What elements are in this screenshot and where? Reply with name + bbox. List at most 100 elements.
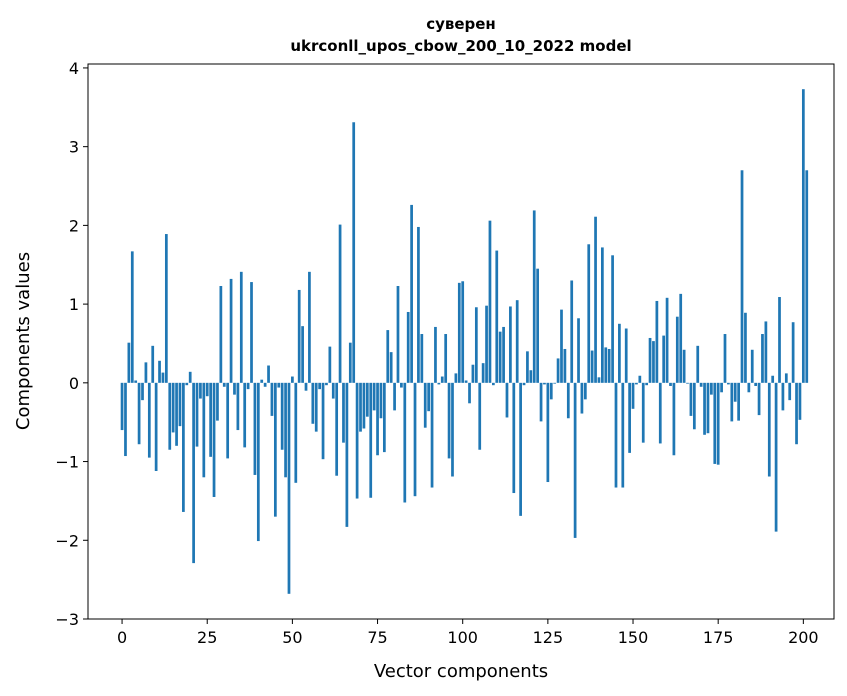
bar-150 <box>631 382 635 409</box>
bar-68 <box>352 122 356 383</box>
bar-113 <box>505 382 509 418</box>
bar-180 <box>733 382 737 402</box>
bar-146 <box>618 323 621 383</box>
bar-50 <box>291 376 294 383</box>
bar-177 <box>723 334 727 383</box>
bar-76 <box>379 382 383 419</box>
bar-28 <box>216 382 219 421</box>
bar-104 <box>474 307 478 383</box>
bar-112 <box>502 326 505 383</box>
x-tick-label: 50 <box>282 628 302 647</box>
bar-45 <box>273 382 277 517</box>
bar-38 <box>250 282 253 383</box>
bar-193 <box>778 297 781 383</box>
bar-189 <box>764 321 768 383</box>
x-tick-label: 100 <box>447 628 478 647</box>
bar-153 <box>641 382 645 443</box>
bar-30 <box>222 382 226 387</box>
bar-13 <box>164 234 168 383</box>
bar-161 <box>669 382 672 386</box>
bar-4 <box>134 380 138 383</box>
bar-85 <box>410 204 413 383</box>
bar-196 <box>788 382 792 401</box>
bar-99 <box>457 282 461 383</box>
bar-147 <box>621 382 625 488</box>
bar-82 <box>400 382 403 388</box>
bar-148 <box>624 328 628 383</box>
bar-40 <box>256 382 260 542</box>
bar-52 <box>297 289 301 383</box>
bar-143 <box>607 348 611 383</box>
bar-17 <box>178 382 182 427</box>
bar-157 <box>655 300 659 383</box>
bar-95 <box>444 334 448 383</box>
bar-181 <box>737 382 740 421</box>
bar-47 <box>280 382 284 450</box>
bar-63 <box>335 382 339 476</box>
bar-64 <box>338 224 342 383</box>
bar-3 <box>130 251 134 383</box>
bar-178 <box>727 382 730 385</box>
bar-62 <box>331 382 335 399</box>
bar-166 <box>686 382 689 384</box>
bar-75 <box>376 382 379 456</box>
bar-35 <box>239 271 243 383</box>
x-tick-label: 150 <box>618 628 649 647</box>
bar-16 <box>175 382 178 446</box>
y-tick-label: −1 <box>55 453 79 472</box>
bar-159 <box>662 335 666 383</box>
bar-77 <box>382 382 386 453</box>
bar-87 <box>417 226 420 383</box>
bar-139 <box>594 216 597 383</box>
bar-127 <box>553 382 557 384</box>
bar-48 <box>284 382 287 478</box>
bar-0 <box>120 382 124 431</box>
bar-33 <box>233 382 236 395</box>
chart-title-line-1: суверен <box>426 15 496 33</box>
bar-20 <box>188 371 192 383</box>
bar-41 <box>260 379 264 383</box>
bar-163 <box>675 316 679 383</box>
bar-120 <box>529 370 533 383</box>
bar-94 <box>440 376 444 383</box>
bar-21 <box>192 382 195 564</box>
bar-144 <box>611 255 614 383</box>
bar-14 <box>168 382 172 450</box>
bar-135 <box>580 382 584 414</box>
bar-152 <box>638 375 642 383</box>
bar-160 <box>665 297 669 383</box>
bar-56 <box>311 382 315 424</box>
bar-164 <box>679 293 683 383</box>
bar-200 <box>801 89 805 383</box>
bar-106 <box>481 363 485 383</box>
x-axis-ticks: 0 25 50 75 100 125 150 175 200 <box>117 619 819 647</box>
bar-111 <box>498 331 502 383</box>
bar-188 <box>761 334 764 383</box>
bar-133 <box>573 382 577 538</box>
bar-185 <box>750 349 754 383</box>
bar-74 <box>372 382 376 411</box>
bar-154 <box>645 382 649 386</box>
bar-96 <box>447 382 451 459</box>
bar-24 <box>202 382 206 478</box>
bar-29 <box>219 286 223 383</box>
bar-51 <box>294 382 298 483</box>
bar-129 <box>560 309 563 383</box>
bar-123 <box>539 382 543 422</box>
bar-97 <box>451 382 454 477</box>
bar-121 <box>532 210 536 383</box>
bar-114 <box>509 306 512 383</box>
bar-34 <box>236 382 240 431</box>
bar-5 <box>137 382 141 445</box>
bar-171 <box>703 382 706 435</box>
bar-176 <box>720 382 723 393</box>
y-tick-label: 1 <box>69 295 79 314</box>
bar-142 <box>604 347 608 383</box>
y-axis-ticks: −3 −2 −1 0 1 2 3 4 <box>55 59 88 629</box>
bar-199 <box>798 382 802 420</box>
bar-128 <box>556 358 560 383</box>
bar-73 <box>369 382 373 498</box>
bar-12 <box>161 372 165 383</box>
bar-32 <box>229 278 233 383</box>
